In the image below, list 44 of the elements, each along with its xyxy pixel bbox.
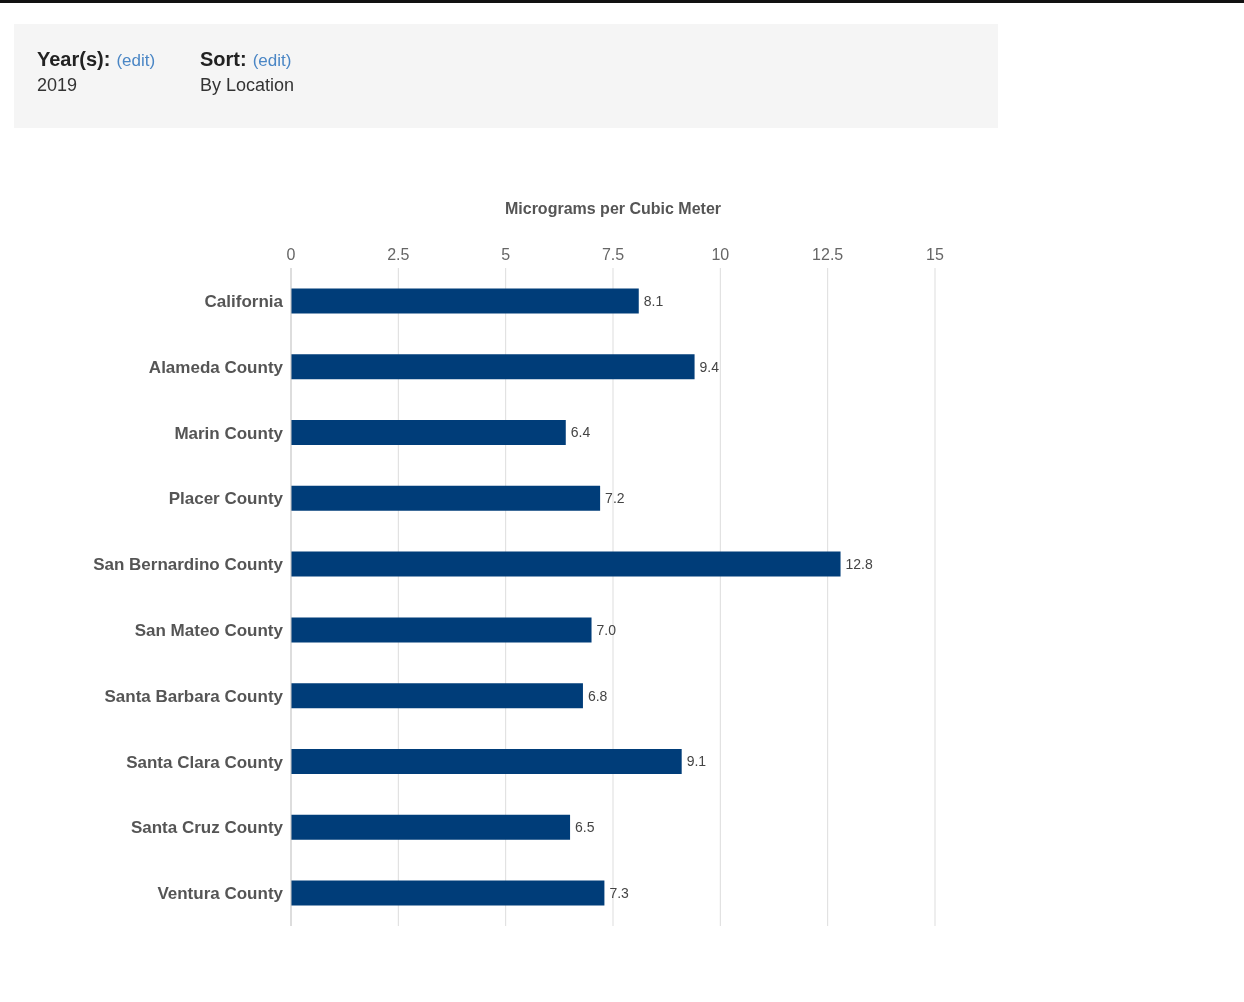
- text: (edit): [252, 51, 292, 70]
- bar: [291, 749, 682, 774]
- text: Sort:: [200, 48, 247, 70]
- bar: [291, 617, 592, 643]
- data-label: 9.1: [686, 753, 707, 770]
- data-label: 7.2: [605, 490, 625, 507]
- text: By Location: [200, 75, 295, 96]
- x-tick-label: 2.5: [387, 246, 410, 263]
- text: 2019: [37, 75, 79, 96]
- bar: [291, 880, 605, 906]
- y-tick-label: Santa Clara County: [126, 752, 284, 772]
- x-tick-label: 5: [501, 246, 511, 263]
- x-tick-label: 10: [711, 246, 730, 263]
- data-label: 6.8: [587, 687, 608, 704]
- y-tick-label: San Mateo County: [134, 620, 284, 640]
- x-tick-label: 15: [926, 246, 944, 263]
- y-tick-label: Santa Cruz County: [130, 818, 284, 838]
- y-tick-label: Ventura County: [157, 884, 284, 904]
- bar: [291, 485, 601, 511]
- data-label: 12.8: [845, 556, 874, 573]
- bar: [291, 814, 571, 840]
- bar: [291, 420, 566, 445]
- text: (edit): [116, 51, 156, 70]
- data-label: 7.0: [596, 621, 617, 638]
- y-tick-label: Marin County: [174, 423, 284, 443]
- bar: [291, 288, 639, 314]
- data-label: 6.4: [570, 424, 591, 441]
- x-tick-label: 12.5: [812, 246, 844, 263]
- y-tick-label: Placer County: [168, 489, 284, 509]
- y-tick-label: Alameda County: [148, 357, 284, 377]
- x-axis-title: Micrograms per Cubic Meter: [503, 200, 723, 218]
- data-label: 6.5: [575, 819, 595, 836]
- bar: [291, 683, 583, 709]
- data-label: 7.3: [609, 885, 630, 902]
- data-label: 8.1: [643, 292, 664, 309]
- y-tick-label: Santa Barbara County: [104, 686, 284, 706]
- y-tick-label: San Bernardino County: [93, 555, 284, 575]
- bar: [291, 551, 841, 577]
- x-tick-label: 0: [286, 246, 296, 263]
- bar: [291, 354, 695, 380]
- y-tick-label: California: [204, 291, 284, 311]
- text: Year(s):: [37, 48, 111, 70]
- x-tick-label: 7.5: [601, 246, 625, 263]
- data-label: 9.4: [699, 358, 720, 375]
